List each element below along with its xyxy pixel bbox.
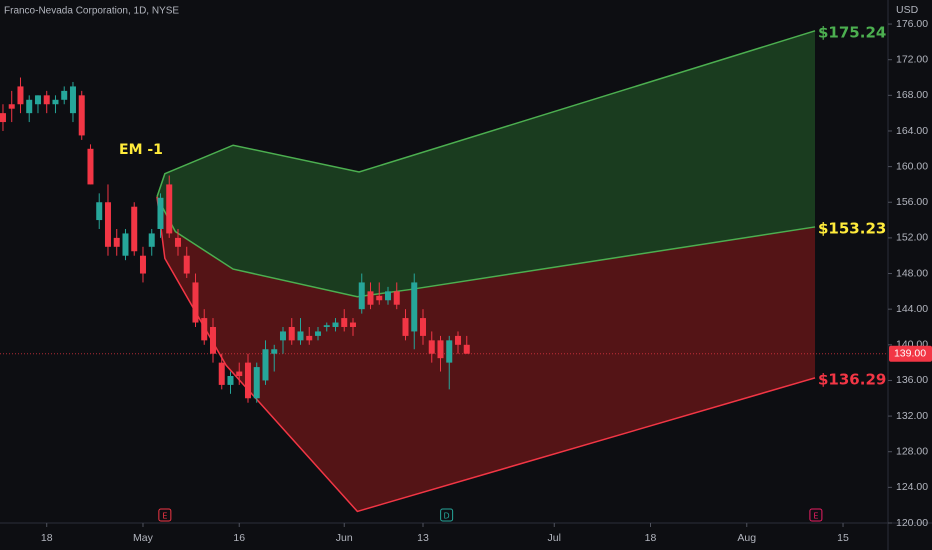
- candle-body: [358, 282, 365, 310]
- x-tick-label: 16: [233, 532, 245, 544]
- candle-body: [437, 340, 444, 359]
- candle-body: [314, 331, 321, 336]
- plot-area: [0, 30, 888, 513]
- candle-body: [139, 255, 146, 274]
- candle-body: [376, 295, 383, 301]
- x-tick-label: Jun: [336, 532, 353, 544]
- y-tick-label: 160.00: [896, 160, 928, 172]
- candle-body: [148, 233, 155, 247]
- candle-body: [367, 291, 374, 305]
- candle-body: [209, 326, 216, 354]
- candle-body: [384, 291, 391, 301]
- candle-body: [183, 255, 190, 274]
- end-label: $175.24: [818, 23, 886, 41]
- candle-body: [323, 325, 330, 327]
- y-tick-label: 132.00: [896, 410, 928, 422]
- candle-body: [411, 282, 418, 332]
- candle-body: [244, 362, 251, 399]
- candle-body: [0, 113, 6, 123]
- candle-body: [17, 86, 24, 105]
- upper-line: [156, 30, 816, 198]
- x-tick-label: Jul: [548, 532, 561, 544]
- y-tick-label: 136.00: [896, 374, 928, 386]
- currency-label: USD: [896, 4, 919, 16]
- candle-body: [393, 291, 400, 305]
- candle-body: [201, 318, 208, 341]
- candle-body: [113, 237, 120, 247]
- candle-body: [26, 99, 33, 114]
- candle-body: [402, 318, 409, 336]
- candle-body: [87, 148, 94, 185]
- event-marker: [440, 508, 454, 522]
- candle-body: [253, 367, 260, 399]
- candle-body: [279, 331, 286, 341]
- y-tick-label: 120.00: [896, 517, 928, 529]
- candle-body: [428, 340, 435, 354]
- lower-line: [156, 196, 816, 513]
- candle-body: [192, 282, 199, 323]
- chart-title: Franco-Nevada Corporation, 1D, NYSE: [4, 6, 179, 17]
- candle-body: [174, 237, 181, 247]
- x-tick-label: 13: [417, 532, 429, 544]
- x-tick-label: Aug: [737, 532, 756, 544]
- candle-body: [34, 95, 41, 105]
- x-tick-label: May: [133, 532, 154, 544]
- candle-body: [104, 202, 111, 247]
- candle-body: [166, 184, 173, 234]
- annotation: EM -1: [119, 142, 163, 158]
- candle-body: [306, 335, 313, 341]
- event-label: D: [444, 512, 450, 521]
- candle-body: [446, 340, 453, 363]
- y-tick-label: 176.00: [896, 18, 928, 30]
- y-tick-label: 152.00: [896, 232, 928, 244]
- event-marker: [809, 508, 823, 522]
- candle-body: [78, 95, 85, 136]
- y-tick-label: 156.00: [896, 196, 928, 208]
- event-marker: [158, 508, 172, 522]
- candle-body: [349, 322, 356, 327]
- candle-body: [227, 375, 234, 385]
- candle-body: [288, 326, 295, 341]
- x-tick-label: 15: [837, 532, 849, 544]
- y-tick-label: 124.00: [896, 481, 928, 493]
- y-tick-label: 144.00: [896, 303, 928, 315]
- upper-band-area: [156, 30, 816, 297]
- candle-body: [52, 99, 59, 105]
- candle-body: [69, 86, 76, 114]
- last-price-tag: [889, 345, 932, 362]
- candle-body: [61, 90, 68, 100]
- candle-body: [43, 95, 50, 105]
- event-label: E: [162, 512, 167, 521]
- candle-body: [236, 371, 243, 376]
- candle-body: [262, 349, 269, 381]
- candle-body: [8, 104, 15, 109]
- candle-body: [271, 349, 278, 354]
- y-tick-label: 164.00: [896, 125, 928, 137]
- candle-body: [157, 197, 164, 229]
- end-label: $136.29: [818, 370, 886, 388]
- candle-body: [297, 331, 304, 341]
- candle-body: [218, 362, 225, 385]
- y-tick-label: 128.00: [896, 446, 928, 458]
- candle-body: [332, 322, 339, 327]
- event-label: E: [813, 512, 818, 521]
- candle-body: [463, 344, 470, 354]
- x-tick-label: 18: [645, 532, 657, 544]
- y-tick-label: 172.00: [896, 53, 928, 65]
- middle-line: [156, 196, 816, 298]
- y-tick-label: 148.00: [896, 267, 928, 279]
- last-price-label: 139.00: [894, 347, 926, 359]
- x-tick-label: 18: [41, 532, 53, 544]
- candle-body: [96, 202, 103, 221]
- y-tick-label: 168.00: [896, 89, 928, 101]
- candle-body: [131, 206, 138, 252]
- candle-body: [122, 233, 129, 256]
- candle-body: [419, 318, 426, 336]
- candle-body: [455, 335, 462, 345]
- end-label: $153.23: [818, 219, 886, 237]
- candle-body: [341, 318, 348, 327]
